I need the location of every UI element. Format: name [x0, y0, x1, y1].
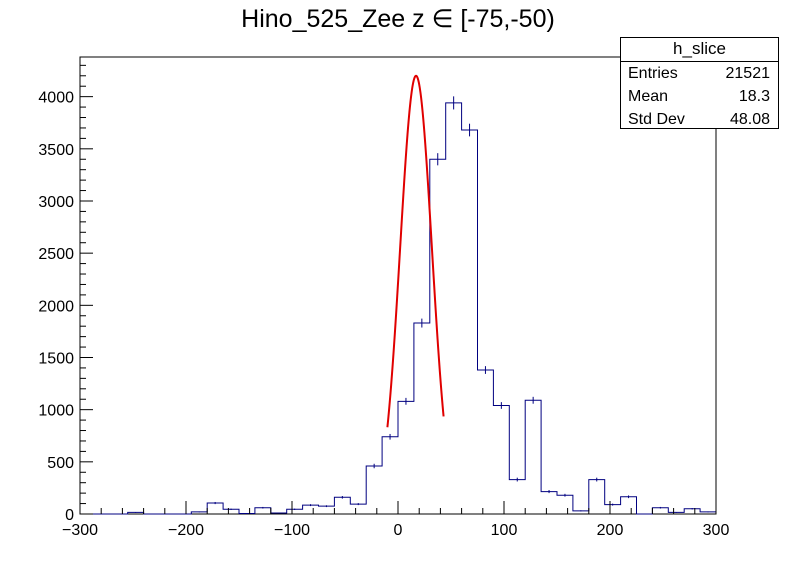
- histogram-outline: [80, 102, 716, 515]
- x-tick-label: −200: [168, 522, 204, 539]
- stats-row-entries: Entries 21521: [621, 62, 778, 85]
- stats-box: h_slice Entries 21521 Mean 18.3 Std Dev …: [620, 37, 779, 129]
- stats-label: Std Dev: [628, 111, 685, 128]
- axes: −300 −200 −100 0 100 200 300050010001500200025…: [38, 64, 730, 539]
- stats-box-title: h_slice: [621, 38, 778, 62]
- stats-value: 18.3: [738, 88, 770, 105]
- x-tick-label: 100: [491, 522, 518, 539]
- fit-curve: [386, 74, 445, 428]
- title-main: Hino_525_Zee z: [241, 5, 425, 33]
- x-tick-label: 300: [703, 522, 730, 539]
- y-tick-label: 4000: [38, 90, 74, 107]
- y-tick-label: 500: [47, 455, 74, 472]
- y-tick-label: 1000: [38, 403, 74, 420]
- y-tick-label: 1500: [38, 350, 74, 367]
- title-range: [-75,-50): [460, 5, 555, 33]
- stats-row-mean: Mean 18.3: [621, 85, 778, 108]
- x-tick-label: 200: [597, 522, 624, 539]
- stats-label: Entries: [628, 65, 678, 82]
- y-tick-label: 2000: [38, 298, 74, 315]
- y-tick-label: 0: [65, 507, 74, 524]
- stats-row-stddev: Std Dev 48.08: [621, 108, 778, 131]
- histogram: [80, 96, 716, 515]
- title-element-symbol: ∈: [431, 5, 454, 33]
- stats-value: 21521: [725, 65, 771, 82]
- y-tick-label: 3500: [38, 142, 74, 159]
- y-tick-label: 3000: [38, 194, 74, 211]
- stats-value: 48.08: [729, 111, 770, 128]
- y-tick-label: 2500: [38, 246, 74, 263]
- x-tick-label: −300: [62, 522, 98, 539]
- stats-label: Mean: [628, 88, 669, 105]
- x-tick-label: −100: [274, 522, 310, 539]
- chart-title: Hino_525_Zee z ∈ [-75,-50): [0, 4, 796, 34]
- x-tick-label: 0: [394, 522, 403, 539]
- fit-curve-group: [386, 74, 445, 428]
